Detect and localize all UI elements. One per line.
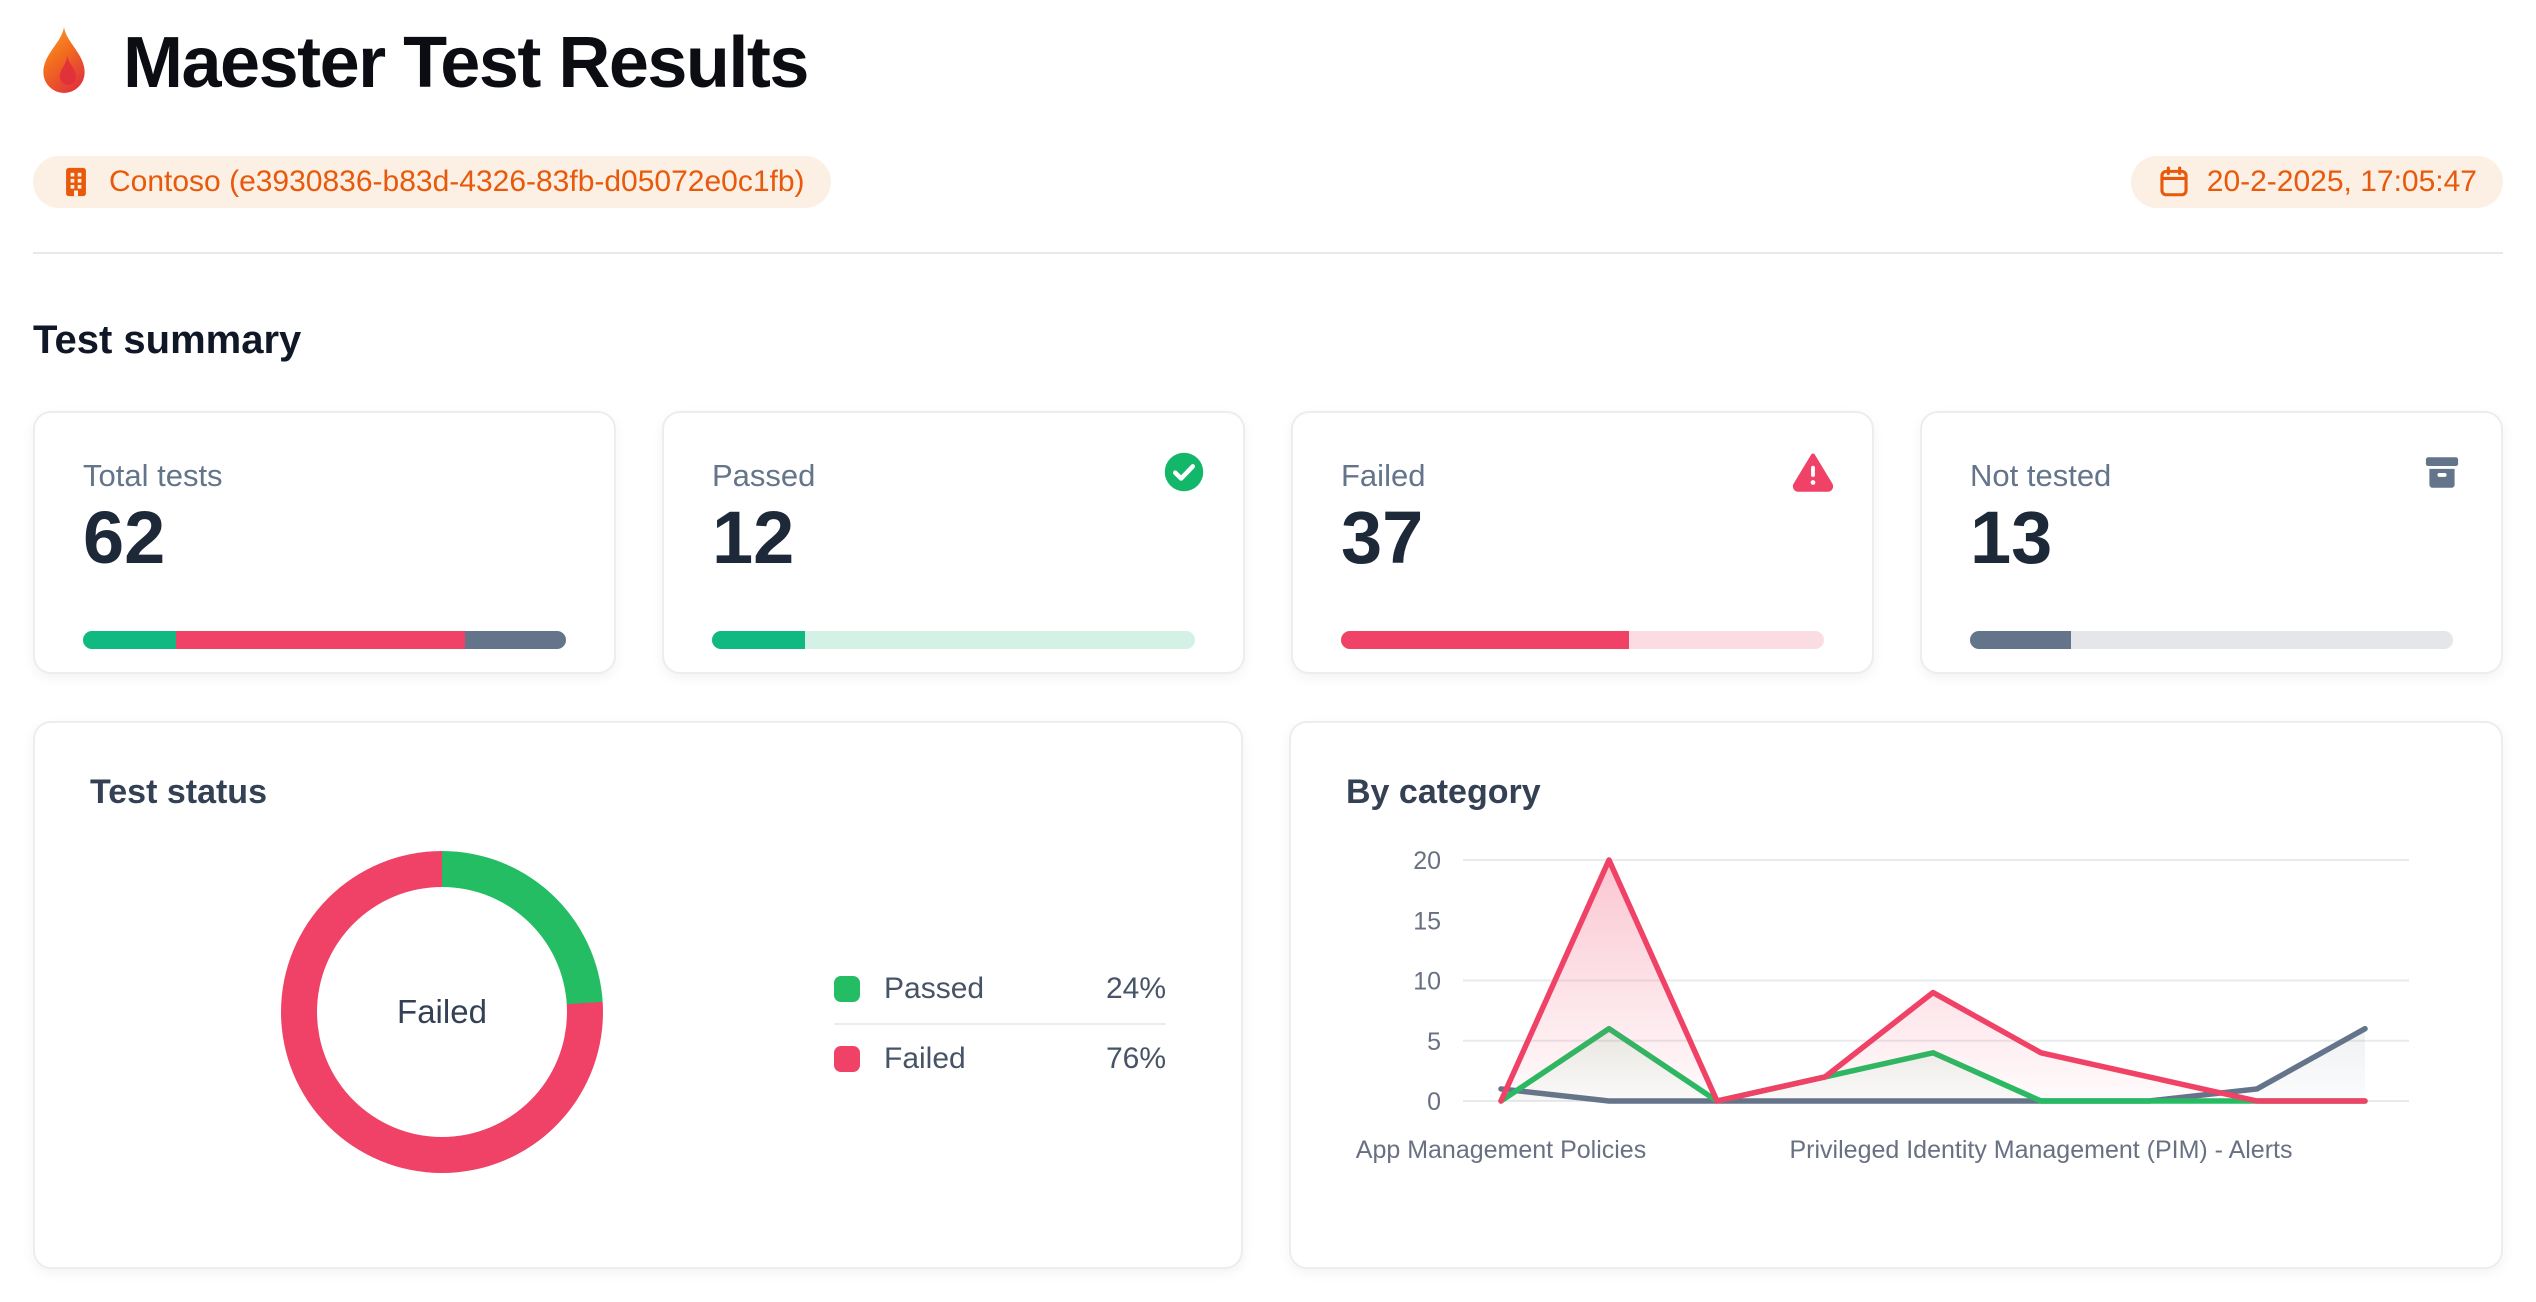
stat-label: Not tested	[1970, 458, 2112, 493]
test-summary-heading: Test summary	[33, 318, 302, 362]
test-status-panel: Test status Failed Passed 24% Failed 76%	[33, 721, 1243, 1269]
page-title: Maester Test Results	[123, 23, 809, 103]
svg-text:20: 20	[1413, 847, 1441, 875]
stat-value: 13	[1970, 496, 2053, 579]
stat-value: 12	[712, 496, 795, 579]
building-icon	[66, 167, 86, 197]
legend-label: Passed	[884, 972, 985, 1005]
stat-label: Failed	[1341, 458, 1426, 493]
passed-progress-bar	[712, 631, 1195, 649]
svg-text:15: 15	[1413, 907, 1441, 935]
svg-text:App Management Policies: App Management Policies	[1356, 1136, 1646, 1164]
by-category-panel: By category 20 15 10 5 0 App Management Polic…	[1289, 721, 2503, 1269]
svg-text:Privileged Identity Management: Privileged Identity Management (PIM) - A…	[1790, 1136, 2293, 1164]
timestamp-badge-label: 20-2-2025, 17:05:47	[2206, 165, 2477, 198]
passed-swatch	[834, 976, 860, 1002]
donut-ring[interactable]	[281, 851, 603, 1173]
total-tests-progress-bar	[83, 631, 566, 649]
stat-card-total-tests: Total tests 62	[33, 411, 616, 674]
legend-divider	[834, 1023, 1166, 1025]
tenant-badge: Contoso (e3930836-b83d-4326-83fb-d05072e…	[33, 156, 831, 208]
stat-card-failed: Failed 37	[1291, 411, 1874, 674]
calendar-icon	[2160, 166, 2188, 197]
legend-value: 24%	[1105, 972, 1166, 1005]
check-circle-icon	[1164, 452, 1204, 492]
donut-center-label: Failed	[397, 993, 487, 1030]
stat-card-passed: Passed 12	[662, 411, 1245, 674]
donut-legend: Passed 24% Failed 76%	[834, 961, 1166, 1087]
tenant-badge-label: Contoso (e3930836-b83d-4326-83fb-d05072e…	[109, 165, 805, 198]
test-status-donut-chart[interactable]: Failed	[281, 851, 603, 1173]
header-divider	[33, 252, 2503, 254]
flame-logo-icon	[43, 26, 85, 93]
legend-item-passed[interactable]: Passed 24%	[834, 961, 1166, 1017]
badge-row: Contoso (e3930836-b83d-4326-83fb-d05072e…	[33, 156, 2503, 208]
by-category-line-chart[interactable]: 20 15 10 5 0 App Management Policies Privilege…	[1291, 843, 2504, 1223]
stat-card-not-tested: Not tested 13	[1920, 411, 2503, 674]
stats-grid: Total tests 62 Passed 12 Failed 37 No	[33, 411, 2503, 674]
stat-label: Passed	[712, 458, 816, 493]
by-category-title: By category	[1346, 773, 1541, 811]
panels-row: Test status Failed Passed 24% Failed 76%	[33, 721, 2503, 1269]
stat-label: Total tests	[83, 458, 223, 493]
warning-triangle-icon	[1792, 453, 1834, 492]
legend-value: 76%	[1105, 1042, 1166, 1075]
app-header: Maester Test Results	[33, 22, 2503, 104]
svg-text:10: 10	[1413, 968, 1441, 996]
stat-value: 37	[1341, 496, 1424, 579]
not-tested-progress-bar	[1970, 631, 2453, 649]
timestamp-badge: 20-2-2025, 17:05:47	[2130, 156, 2503, 208]
failed-progress-bar	[1341, 631, 1824, 649]
failed-swatch	[834, 1046, 860, 1072]
stat-value: 62	[83, 496, 166, 579]
legend-label: Failed	[884, 1042, 966, 1075]
svg-text:0: 0	[1427, 1088, 1441, 1116]
svg-text:5: 5	[1427, 1028, 1441, 1056]
test-status-title: Test status	[90, 773, 267, 811]
archive-icon	[2425, 457, 2459, 488]
legend-item-failed[interactable]: Failed 76%	[834, 1031, 1166, 1087]
